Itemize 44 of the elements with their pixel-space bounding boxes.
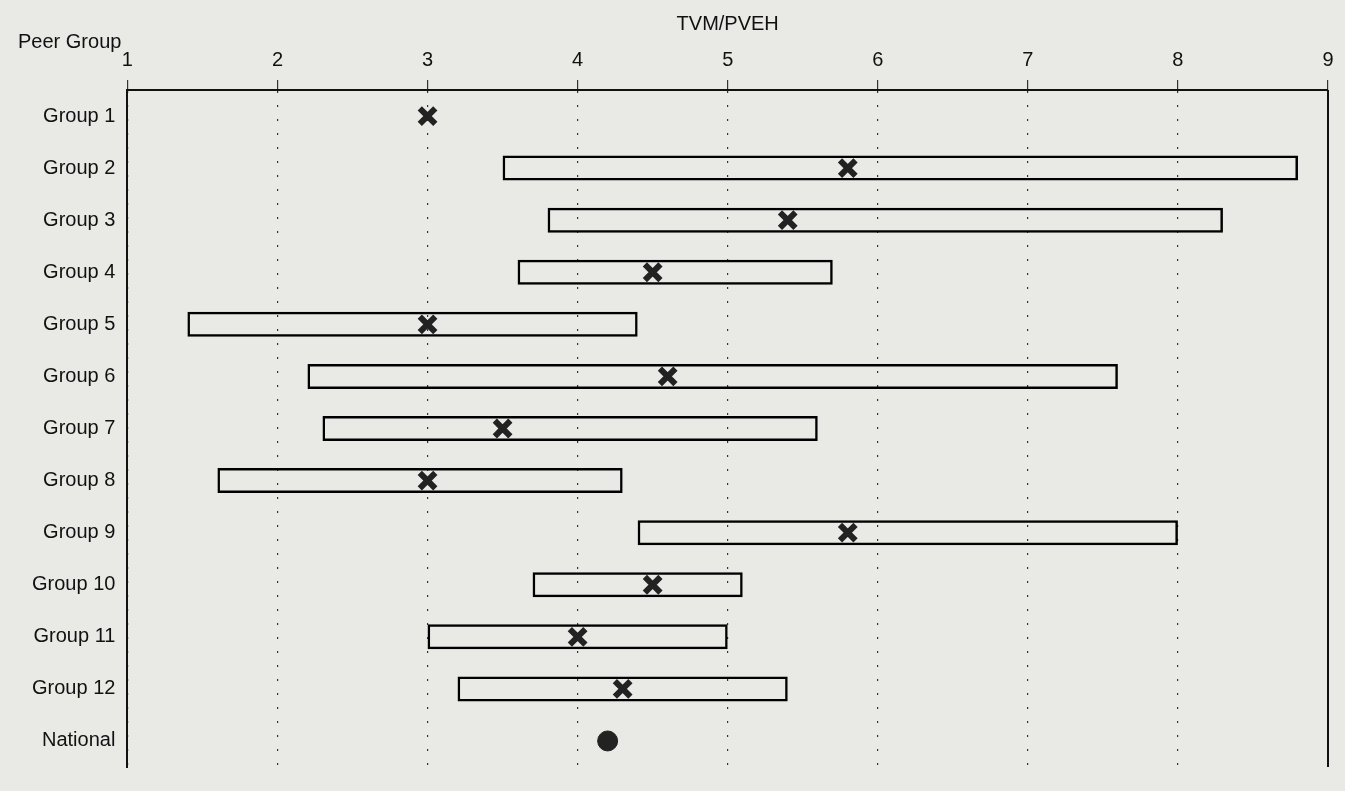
x-tick-label: 7 <box>1022 47 1034 70</box>
point <box>491 417 514 440</box>
y-tick-label: Group 4 <box>43 259 116 282</box>
x-tick-label: 1 <box>121 47 133 70</box>
point <box>836 157 859 179</box>
x-tick-label: 4 <box>572 47 584 70</box>
y-tick-label: National <box>42 728 116 751</box>
y-tick-label: Group 1 <box>43 103 116 126</box>
x-tick-label: 9 <box>1322 47 1334 70</box>
x-tick-label: 8 <box>1172 47 1184 70</box>
point <box>641 261 664 284</box>
x-tick-label: 6 <box>872 47 884 70</box>
point <box>566 626 589 648</box>
y-tick-label: Group 7 <box>43 416 116 439</box>
y-tick-label: Group 5 <box>43 311 116 334</box>
point <box>776 209 799 231</box>
bar <box>187 311 638 337</box>
point <box>836 521 859 544</box>
y-tick-label: Group 9 <box>43 520 116 543</box>
bar <box>637 520 1178 546</box>
point <box>611 678 634 700</box>
y-tick-label: Group 12 <box>32 676 116 699</box>
bar <box>307 363 1118 389</box>
x-tick-label: 5 <box>722 47 734 70</box>
point <box>641 573 664 596</box>
point <box>416 469 439 492</box>
bar <box>322 416 818 441</box>
y-tick-label: Group 3 <box>43 207 116 230</box>
bar <box>502 155 1298 181</box>
bar <box>217 468 623 494</box>
x-axis-title: TVM/PVEH <box>676 11 779 34</box>
y-tick-label: Group 6 <box>43 363 116 386</box>
y-axis-title: Peer Group <box>18 30 122 52</box>
point <box>656 365 679 388</box>
y-tick-label: Group 10 <box>32 572 116 595</box>
y-tick-label: Group 8 <box>43 468 116 491</box>
point <box>597 730 619 752</box>
y-tick-label: Group 11 <box>33 624 116 647</box>
y-tick-label: Group 2 <box>43 155 116 178</box>
point <box>416 313 439 336</box>
x-tick-label: 3 <box>421 47 434 70</box>
x-tick-label: 2 <box>271 47 284 70</box>
bar <box>547 207 1223 233</box>
point <box>416 105 439 127</box>
